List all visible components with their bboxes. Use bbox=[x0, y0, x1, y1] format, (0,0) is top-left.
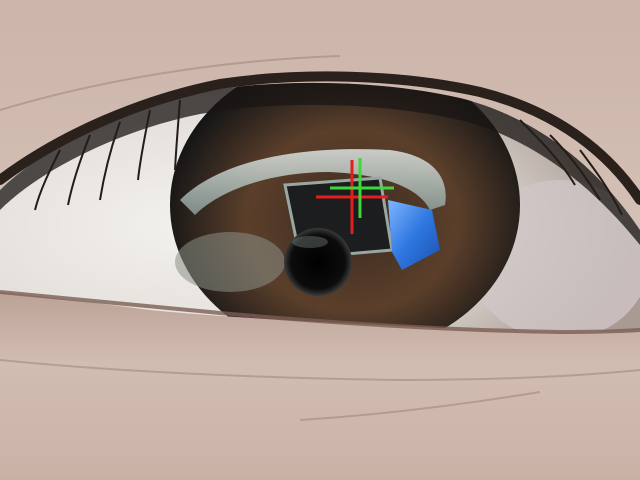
skin-creases bbox=[0, 55, 640, 421]
upper-eyelashes bbox=[34, 99, 623, 216]
lower-eyelid-skin bbox=[0, 285, 640, 480]
gaze-crosshair bbox=[316, 158, 394, 234]
pupil bbox=[284, 228, 352, 296]
pupil-highlight bbox=[292, 236, 328, 248]
upper-lash-line bbox=[0, 71, 640, 205]
reflection-glare bbox=[180, 149, 446, 215]
lower-lash-line bbox=[0, 290, 640, 335]
reflection-window bbox=[388, 200, 440, 270]
upper-lid-shadow bbox=[0, 82, 640, 245]
iris-light-smear bbox=[175, 232, 285, 292]
